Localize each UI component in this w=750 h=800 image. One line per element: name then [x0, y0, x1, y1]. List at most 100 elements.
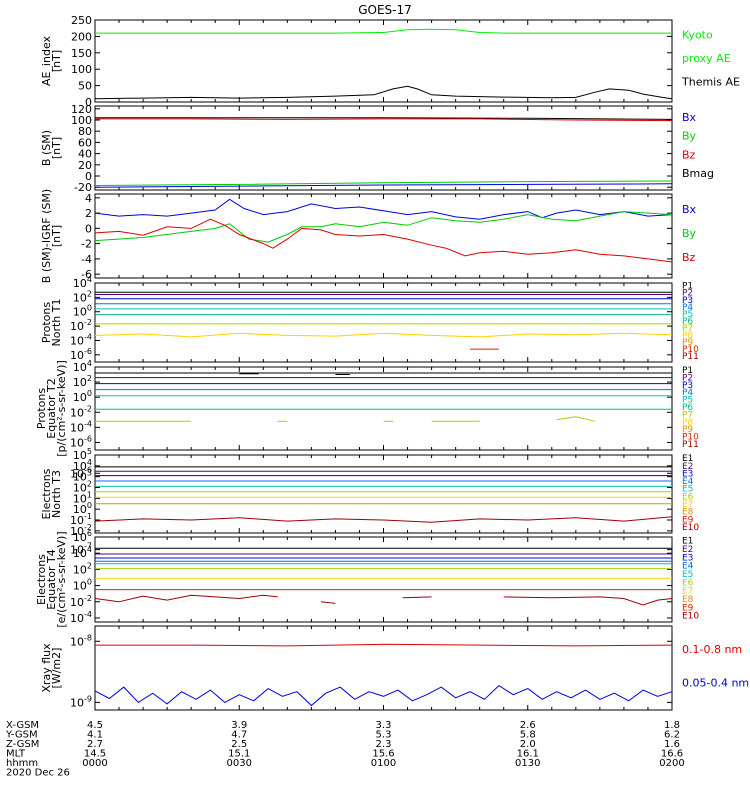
- legend-entry: E8: [682, 595, 694, 605]
- y-axis-label: Equator T2: [45, 378, 58, 438]
- y-axis-label: Electrons: [40, 468, 53, 519]
- ephemeris-label: Z-GSM: [6, 739, 39, 750]
- ephemeris-value: 15.6: [372, 749, 394, 760]
- legend-entry: E10: [682, 523, 699, 533]
- y-axis-label: Protons: [35, 388, 48, 429]
- y-axis-label: Equator T4: [45, 549, 58, 609]
- ephemeris-label: MLT: [6, 749, 26, 760]
- legend-entry: E2: [682, 462, 693, 472]
- legend-entry: P1: [682, 366, 693, 376]
- y-tick-label: -4: [81, 253, 92, 266]
- y-tick-label: 100: [71, 63, 92, 76]
- legend-entry: P11: [682, 440, 699, 450]
- y-axis-label: North T1: [50, 299, 63, 347]
- panel-frame: [94, 366, 673, 451]
- ephemeris-value: 15.1: [228, 749, 250, 760]
- y-tick-label: 0: [85, 170, 92, 183]
- legend-entry: E2: [682, 545, 693, 555]
- series-themis-ae: [94, 85, 673, 100]
- legend-entry: Bx: [682, 203, 697, 216]
- legend-entry: By: [682, 227, 697, 240]
- legend-entry: E5: [682, 485, 693, 495]
- y-axis-label: [nT]: [50, 137, 63, 159]
- legend-entry: P1: [682, 282, 693, 292]
- legend-entry: P8: [682, 418, 693, 428]
- legend-entry: Kyoto: [682, 29, 713, 42]
- series-0.1-0.8-nm: [95, 643, 673, 647]
- legend-entry: E7: [682, 587, 693, 597]
- chart-title: GOES-17: [358, 3, 412, 17]
- legend-entry: P6: [682, 403, 693, 413]
- legend-entry: E10: [682, 612, 699, 622]
- ephemeris-value: 0130: [515, 758, 540, 769]
- y-tick-label: 20: [78, 159, 92, 172]
- ephemeris-value: 6.2: [664, 730, 680, 741]
- legend-entry: P4: [682, 303, 693, 313]
- ephemeris-value: 2.6: [520, 720, 536, 731]
- y-tick-label: 0: [85, 96, 92, 109]
- y-tick-label: 120: [71, 103, 92, 116]
- ephemeris-value: 0200: [659, 758, 684, 769]
- legend-entry: P5: [682, 310, 693, 320]
- series-by: [94, 180, 673, 186]
- ephemeris-value: 0030: [227, 758, 252, 769]
- ephemeris-label: X-GSM: [6, 720, 39, 731]
- y-tick-label: 40: [78, 148, 92, 161]
- legend-entry: 0.05-0.4 nm: [682, 676, 749, 689]
- ephemeris-value: 1.6: [664, 739, 680, 750]
- legend-entry: P10: [682, 433, 699, 443]
- series-kyoto-proxy-ae: [95, 28, 672, 34]
- legend-entry: P5: [682, 396, 693, 406]
- ephemeris-value: 2.0: [520, 739, 536, 750]
- ephemeris-value: 5.8: [520, 730, 536, 741]
- y-tick-label: 10-4: [70, 332, 92, 347]
- legend-entry: Bz: [682, 251, 696, 264]
- legend-entry: P6: [682, 317, 693, 327]
- series-bx: [94, 198, 673, 220]
- y-axis-label: North T3: [50, 470, 63, 518]
- y-tick-label: 100: [73, 578, 92, 593]
- y-tick-label: -6: [81, 268, 92, 281]
- y-tick-label: 104: [73, 275, 92, 290]
- legend-entry: P4: [682, 388, 693, 398]
- y-axis-label: [nT]: [50, 50, 63, 72]
- ephemeris-value: 4.5: [87, 720, 103, 731]
- y-tick-label: 150: [71, 47, 92, 60]
- y-axis-label: AE_index: [40, 35, 53, 86]
- legend-entry: P7: [682, 324, 693, 334]
- ephemeris-value: 2.7: [87, 739, 103, 750]
- ephemeris-value: 2.3: [376, 739, 392, 750]
- y-tick-label: 80: [78, 125, 92, 138]
- y-axis-label: [nT]: [50, 225, 63, 247]
- y-tick-label: 10-2: [70, 594, 92, 609]
- y-tick-label: 2: [85, 207, 92, 220]
- ephemeris-table: X-GSM 4.5 3.9 3.3 2.6 1.8 Y-GSM 4.1 4.7 5.3 5.8 6.2…: [5, 720, 685, 779]
- legend-entry: E1: [682, 454, 693, 464]
- legend-entry: P9: [682, 425, 693, 435]
- legend-entry: E5: [682, 570, 693, 580]
- legend-entry: E3: [682, 553, 693, 563]
- panel-en: 10-210-1100101102103104105ElectronsNorth…: [40, 447, 699, 538]
- y-axis-label: Electrons: [35, 554, 48, 605]
- y-tick-label: 4: [85, 192, 92, 205]
- y-tick-label: 104: [73, 359, 92, 374]
- legend-entry: E3: [682, 469, 693, 479]
- legend-entry: Bx: [682, 111, 697, 124]
- legend-entry: 0.1-0.8 nm: [682, 643, 742, 656]
- legend-entry: E7: [682, 500, 693, 510]
- panel-frame: [94, 625, 673, 711]
- panel-xray: 10-9 10-8 10-7 10-6 Xray flux[W/m2] 0.1-0.8 n…: [40, 465, 749, 711]
- series-e9: [94, 594, 278, 603]
- y-tick-label: 10-9: [70, 694, 92, 709]
- y-tick-label: 0: [85, 222, 92, 235]
- ephemeris-value: 16.1: [517, 749, 539, 760]
- panel-frame: [94, 536, 673, 623]
- y-tick-label: -2: [81, 238, 92, 251]
- legend-entry: Bz: [682, 148, 696, 161]
- legend-entry: P2: [682, 373, 693, 383]
